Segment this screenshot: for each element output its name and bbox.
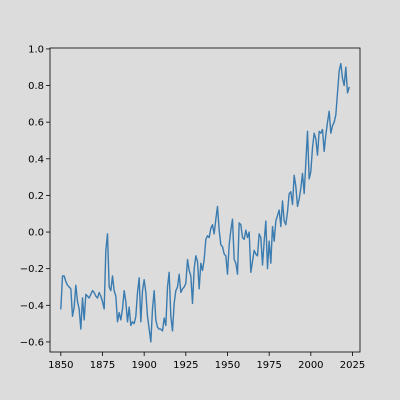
x-tick-label: 2025 bbox=[340, 360, 365, 371]
y-tick-label: 1.0 bbox=[28, 44, 44, 55]
x-tick-label: 2000 bbox=[298, 360, 323, 371]
x-tick-label: 1850 bbox=[48, 360, 73, 371]
axes-frame bbox=[49, 47, 361, 353]
series-line-0 bbox=[60, 62, 350, 343]
x-tick-label: 1925 bbox=[173, 360, 198, 371]
x-tick-label: 1975 bbox=[256, 360, 281, 371]
x-axis: 1850 1875 1900 1925 1950 1975 2000 2025 bbox=[48, 352, 365, 371]
y-tick-label: −0.4 bbox=[20, 301, 44, 312]
y-tick-label: −0.2 bbox=[20, 264, 44, 275]
y-tick-label: 0.2 bbox=[28, 191, 44, 202]
y-axis: −0.6 −0.4 −0.2 0.0 0.2 0.4 0.6 0.8 1.0 bbox=[20, 44, 50, 348]
y-tick-label: 0.0 bbox=[28, 228, 44, 239]
y-tick-label: −0.6 bbox=[20, 337, 44, 348]
plot-area bbox=[60, 62, 350, 343]
y-tick-label: 0.8 bbox=[28, 81, 44, 92]
x-tick-label: 1900 bbox=[131, 360, 156, 371]
y-tick-label: 0.4 bbox=[28, 154, 44, 165]
x-tick-label: 1950 bbox=[215, 360, 240, 371]
x-tick-label: 1875 bbox=[90, 360, 115, 371]
y-tick-label: 0.6 bbox=[28, 118, 44, 129]
